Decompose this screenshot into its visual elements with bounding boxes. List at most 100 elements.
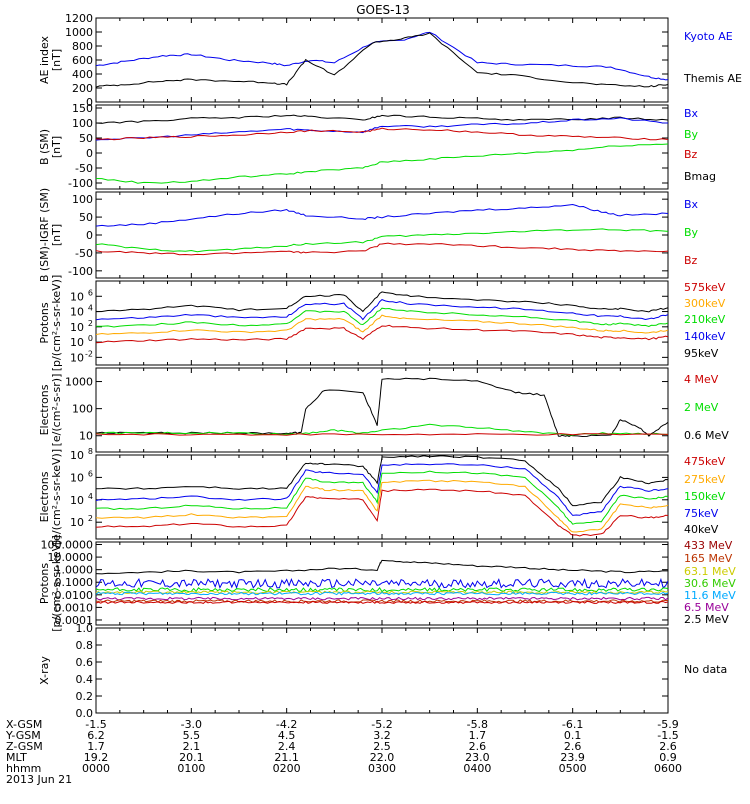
y-tick-label: 0 [86, 147, 93, 160]
y-axis-label: Protons [38, 563, 51, 604]
y-axis-unit: [nT] [50, 224, 63, 246]
legend-entry: 63.1 MeV [684, 565, 736, 578]
series-group [96, 31, 668, 88]
y-tick-label: 10 [70, 471, 84, 484]
legend-entry: 575keV [684, 281, 726, 294]
series-line [96, 488, 668, 537]
x-column-value: 0500 [559, 762, 587, 775]
y-tick-label: 100 [72, 117, 93, 130]
y-tick-label: 1.0 [76, 622, 94, 635]
y-tick-label: 10 [70, 290, 84, 303]
y-tick-exponent: -2 [85, 349, 93, 358]
x-column-value: 19.2 [84, 751, 109, 764]
x-column-value: 0600 [654, 762, 682, 775]
y-tick-label: -100 [68, 177, 93, 190]
series-line [96, 242, 668, 256]
panel-protons_hi: 0.00010.00100.01000.10001.000010.0000100… [38, 535, 736, 632]
series-line [96, 470, 668, 525]
series-line [96, 577, 668, 590]
legend-entry: 6.5 MeV [684, 601, 729, 614]
x-column-value: 0.9 [659, 751, 677, 764]
legend-entry: 4 MeV [684, 373, 719, 386]
series-line [96, 228, 668, 253]
y-tick-label: 400 [72, 68, 93, 81]
y-tick-label: 100 [72, 193, 93, 206]
series-line [96, 324, 668, 344]
y-tick-label: 0 [86, 96, 93, 109]
x-column-value: -4.2 [276, 718, 297, 731]
panel-frame [95, 104, 669, 190]
y-tick-label: 10 [70, 449, 84, 462]
series-line [96, 117, 668, 141]
series-line [96, 299, 668, 321]
series-line [96, 433, 668, 436]
x-column-value: 23.0 [465, 751, 490, 764]
y-tick-label: 1000 [65, 26, 93, 39]
y-tick-label: 100 [72, 403, 93, 416]
legend-entry: 2.5 MeV [684, 613, 729, 626]
y-tick-label: 10 [79, 430, 93, 443]
series-line [96, 314, 668, 335]
x-column-value: 6.2 [87, 729, 105, 742]
y-axis-unit: [e/(cm²-s-sr-keV)] [50, 449, 63, 545]
legend-entry: 30.6 MeV [684, 577, 736, 590]
y-axis-unit: [e/(cm²-s-sr)] [50, 374, 63, 447]
legend-entry: Bz [684, 148, 698, 161]
y-tick-label: 10 [70, 351, 84, 364]
x-column-value: 0.1 [564, 729, 582, 742]
x-row-label: Y-GSM [5, 729, 41, 742]
x-column-value: -1.5 [657, 729, 678, 742]
y-tick-label: 0.0100 [55, 589, 94, 602]
legend-entry: No data [684, 663, 727, 676]
y-axis-unit: [p/(cm²-s-sr-keV)] [50, 535, 63, 632]
x-row-label: X-GSM [6, 718, 42, 731]
y-tick-exponent: 6 [88, 288, 93, 297]
legend-entry: By [684, 128, 699, 141]
y-tick-exponent: 6 [88, 469, 93, 478]
x-column-value: 1.7 [469, 729, 487, 742]
x-column-value: 0400 [463, 762, 491, 775]
x-column-value: 2.6 [469, 740, 487, 753]
series-line [96, 559, 668, 575]
y-tick-label: 10 [70, 321, 84, 334]
y-tick-label: 100.0000 [41, 539, 94, 552]
legend-entry: 165 MeV [684, 552, 733, 565]
y-axis-unit: [nT] [50, 136, 63, 158]
legend-entry: By [684, 226, 699, 239]
x-column-value: 1.7 [87, 740, 105, 753]
x-column-value: 2.6 [659, 740, 677, 753]
panel-electrons_integral: 10 100 1000 Electrons [e/(cm²-s-sr)] 4 MeV 2 M… [38, 367, 729, 453]
legend-entry: 210keV [684, 313, 726, 326]
y-tick-label: 0 [86, 229, 93, 242]
y-tick-label: 50 [79, 132, 93, 145]
y-tick-exponent: 0 [88, 334, 93, 343]
legend-entry: 75keV [684, 507, 719, 520]
legend-entry: 95keV [684, 347, 719, 360]
legend-entry: Bmag [684, 170, 716, 183]
legend-entry: Bz [684, 254, 698, 267]
y-axis-unit: [nT] [50, 49, 63, 71]
y-tick-label: 0.6 [76, 656, 94, 669]
x-row-label: Z-GSM [6, 740, 43, 753]
y-tick-label: -50 [75, 162, 93, 175]
x-column-value: 22.0 [370, 751, 395, 764]
legend-entry: 433 MeV [684, 539, 733, 552]
y-tick-exponent: 4 [88, 304, 93, 313]
y-tick-label: -50 [75, 247, 93, 260]
series-line [96, 600, 668, 604]
series-group [96, 203, 668, 256]
y-tick-label: 600 [72, 54, 93, 67]
panel-frame [95, 627, 669, 714]
series-line [96, 31, 668, 81]
y-tick-exponent: 8 [88, 447, 93, 456]
series-line [96, 455, 668, 507]
series-line [96, 377, 668, 438]
x-column-value: -1.5 [85, 718, 106, 731]
series-line [96, 127, 668, 141]
x-column-value: 20.1 [179, 751, 204, 764]
x-row-label: hhmm [6, 762, 41, 775]
